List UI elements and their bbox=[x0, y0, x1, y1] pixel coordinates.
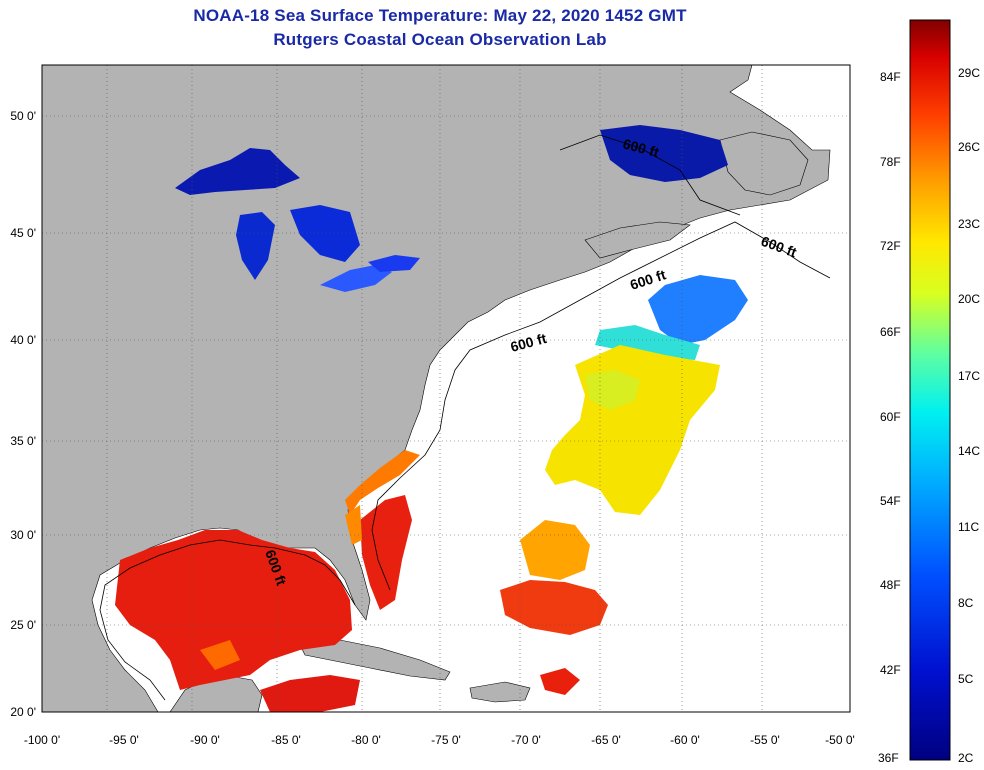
lat-label: 45 0' bbox=[10, 226, 36, 240]
cb-c-label: 11C bbox=[958, 520, 979, 534]
water-orange-offshore bbox=[520, 520, 590, 580]
lon-label: -90 0' bbox=[190, 733, 220, 747]
cb-f-label: 66F bbox=[880, 325, 901, 339]
cb-f-label: 54F bbox=[880, 494, 901, 508]
cb-c-label: 17C bbox=[958, 369, 980, 383]
cb-f-label: 60F bbox=[880, 410, 901, 424]
latitude-axis: 50 0' 45 0' 40 0' 35 0' 30 0' 25 0' 20 0… bbox=[10, 109, 36, 719]
land-newfoundland bbox=[719, 131, 809, 196]
map-canvas bbox=[42, 65, 850, 712]
map-frame bbox=[41, 64, 851, 713]
colorbar-celsius: 29C 26C 23C 20C 17C 14C 11C 8C 5C 2C bbox=[958, 66, 980, 765]
water-yellow-green bbox=[585, 370, 640, 410]
lon-label: -95 0' bbox=[109, 733, 139, 747]
lat-label: 40 0' bbox=[10, 333, 36, 347]
lon-label: -50 0' bbox=[825, 733, 855, 747]
cb-c-label: 8C bbox=[958, 596, 974, 610]
cb-f-label: 72F bbox=[880, 239, 901, 253]
lake-ontario bbox=[368, 255, 420, 272]
cb-f-label: 36F bbox=[878, 751, 899, 765]
cb-c-label: 20C bbox=[958, 292, 980, 306]
water-sargasso-red bbox=[500, 580, 608, 635]
lake-superior bbox=[175, 148, 300, 195]
water-caribbean-west bbox=[260, 675, 360, 712]
map-title: NOAA-18 Sea Surface Temperature: May 22,… bbox=[193, 6, 687, 25]
cb-c-label: 5C bbox=[958, 672, 974, 686]
longitude-axis: -100 0' -95 0' -90 0' -85 0' -80 0' -75 … bbox=[24, 733, 855, 747]
lat-label: 20 0' bbox=[10, 705, 36, 719]
water-gulf-patch-orange bbox=[200, 640, 240, 670]
lake-huron bbox=[290, 205, 360, 262]
lake-erie bbox=[320, 265, 392, 292]
lon-label: -55 0' bbox=[750, 733, 780, 747]
cb-c-label: 26C bbox=[958, 140, 980, 154]
cb-c-label: 23C bbox=[958, 217, 980, 231]
water-caribbean-patch bbox=[540, 668, 580, 695]
water-slope-cyan bbox=[595, 325, 700, 360]
cb-c-label: 14C bbox=[958, 444, 980, 458]
land-yucatan bbox=[169, 675, 263, 712]
lon-label: -65 0' bbox=[591, 733, 621, 747]
colorbar bbox=[909, 19, 951, 761]
water-carolina-coast bbox=[345, 450, 420, 515]
contour-600ft bbox=[99, 221, 831, 701]
cb-f-label: 84F bbox=[880, 70, 901, 84]
cb-f-label: 42F bbox=[880, 663, 901, 677]
water-florida-east-orange bbox=[345, 505, 362, 545]
water-gulf-of-maine bbox=[648, 275, 748, 345]
cb-c-label: 29C bbox=[958, 66, 980, 80]
lon-label: -100 0' bbox=[24, 733, 60, 747]
land-nova-scotia bbox=[584, 221, 691, 259]
lake-michigan bbox=[236, 212, 275, 280]
lon-label: -80 0' bbox=[351, 733, 381, 747]
st-lawrence-water bbox=[600, 125, 728, 182]
water-gulf-of-mexico bbox=[115, 530, 352, 690]
colorbar-fahrenheit: 84F 78F 72F 66F 60F 54F 48F 42F 36F bbox=[878, 70, 901, 765]
graticule bbox=[42, 65, 850, 712]
lat-label: 50 0' bbox=[10, 109, 36, 123]
land-cuba bbox=[299, 639, 451, 681]
cb-c-label: 2C bbox=[958, 751, 974, 765]
lat-label: 30 0' bbox=[10, 528, 36, 542]
lon-label: -60 0' bbox=[670, 733, 700, 747]
cb-f-label: 48F bbox=[880, 578, 901, 592]
lat-label: 25 0' bbox=[10, 618, 36, 632]
lon-label: -85 0' bbox=[271, 733, 301, 747]
cb-f-label: 78F bbox=[880, 155, 901, 169]
map-subtitle: Rutgers Coastal Ocean Observation Lab bbox=[273, 30, 607, 49]
lon-label: -75 0' bbox=[431, 733, 461, 747]
lat-label: 35 0' bbox=[10, 434, 36, 448]
land-hispaniola bbox=[469, 681, 531, 703]
lon-label: -70 0' bbox=[511, 733, 541, 747]
contour-600ft-north bbox=[559, 134, 741, 216]
